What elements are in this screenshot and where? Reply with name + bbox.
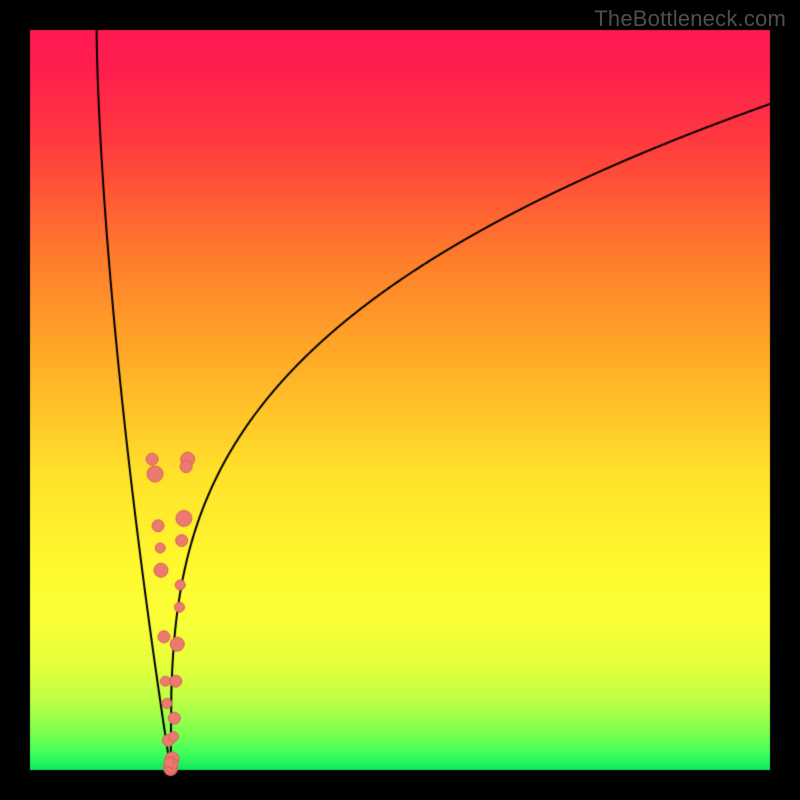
chart-container: TheBottleneck.com xyxy=(0,0,800,800)
bottleneck-curve-chart xyxy=(0,0,800,800)
